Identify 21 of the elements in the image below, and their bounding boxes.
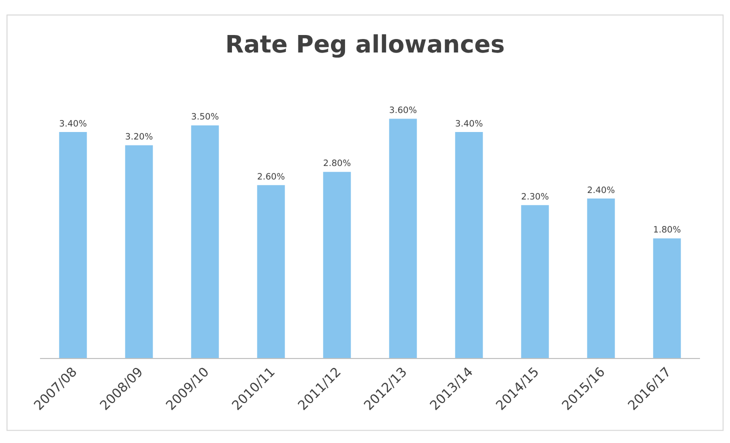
data-label: 1.80%: [653, 226, 681, 236]
bar: [59, 132, 87, 358]
data-label: 2.80%: [323, 159, 351, 170]
bar: [587, 198, 615, 358]
data-label: 3.40%: [59, 119, 87, 130]
bar: [455, 132, 483, 358]
bar: [257, 185, 285, 358]
bar: [521, 205, 549, 358]
chart-title: Rate Peg allowances: [225, 30, 505, 59]
data-label: 3.60%: [389, 106, 417, 116]
data-label: 2.60%: [257, 172, 285, 182]
data-label: 3.20%: [125, 132, 153, 143]
data-label: 2.30%: [521, 192, 549, 202]
bar: [191, 125, 219, 358]
data-label: 3.50%: [191, 112, 219, 123]
bar: [653, 238, 681, 358]
bar: [125, 145, 153, 358]
bar: [323, 172, 351, 358]
data-label: 2.40%: [587, 186, 615, 196]
bar: [389, 118, 417, 358]
data-label: 3.40%: [455, 119, 483, 130]
